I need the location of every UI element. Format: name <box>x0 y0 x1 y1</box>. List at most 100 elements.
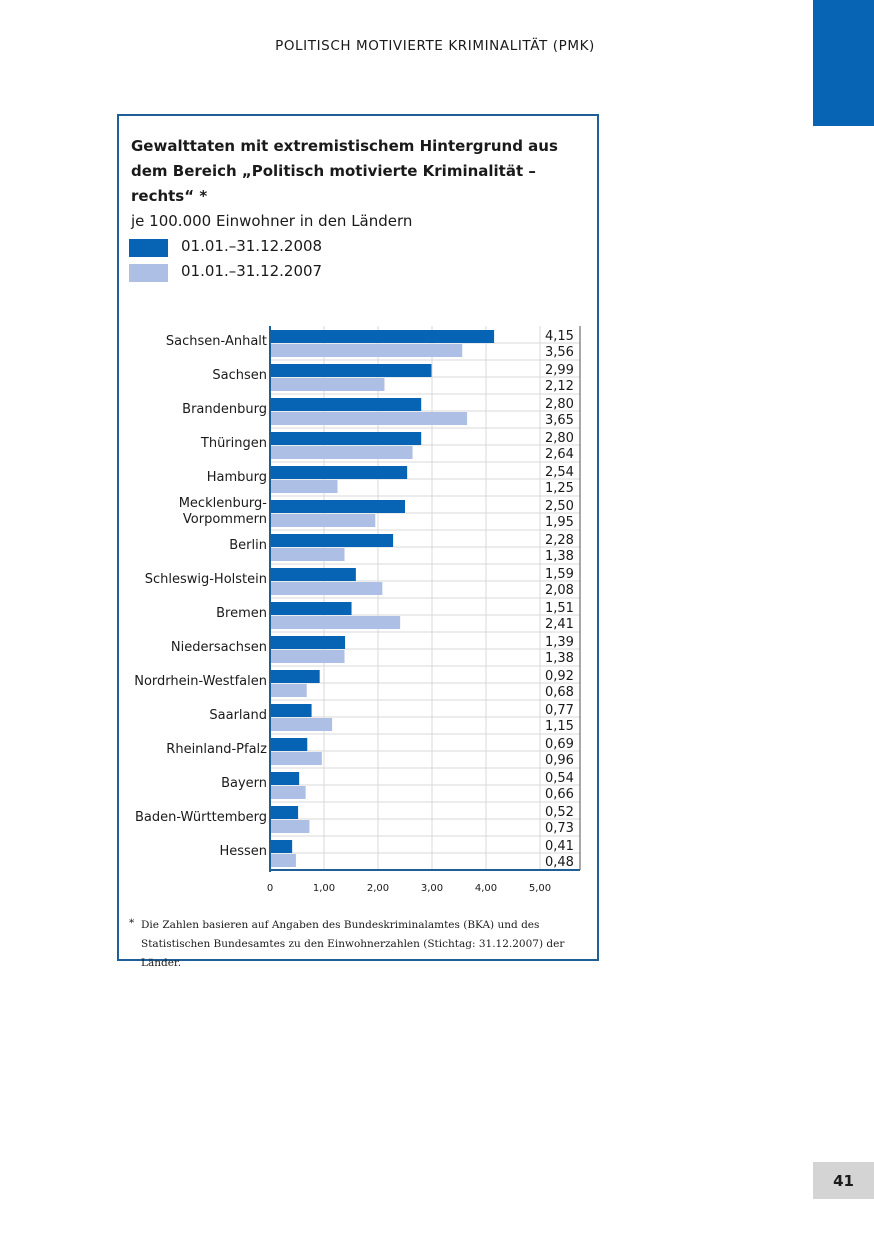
category-label: Rheinland-Pfalz <box>166 742 267 757</box>
category-label: Schleswig-Holstein <box>145 572 267 587</box>
legend-label-2007: 01.01.–31.12.2007 <box>181 262 323 280</box>
bar-2008 <box>270 534 394 547</box>
category-label: Brandenburg <box>182 402 267 417</box>
bar-2007 <box>270 412 468 425</box>
value-label-2007: 1,38 <box>545 549 574 564</box>
bar-2007 <box>270 752 322 765</box>
category-label: Hamburg <box>207 470 267 485</box>
x-tick-label: 3,00 <box>421 883 443 894</box>
value-label-2007: 2,41 <box>545 617 574 632</box>
footnote-text: Die Zahlen basieren auf Angaben des Bund… <box>141 919 565 969</box>
value-label-2007: 0,66 <box>545 787 574 802</box>
value-label-2007: 3,65 <box>545 413 574 428</box>
chart-box <box>117 114 599 961</box>
category-label: Sachsen-Anhalt <box>166 334 267 349</box>
bar-2008 <box>270 704 312 717</box>
bar-2008 <box>270 738 308 751</box>
legend-label-2008: 01.01.–31.12.2008 <box>181 237 323 255</box>
bar-2008 <box>270 602 352 615</box>
value-label-2008: 2,28 <box>545 533 574 548</box>
value-label-2008: 0,54 <box>545 771 574 786</box>
bar-2007 <box>270 344 463 357</box>
bar-2007 <box>270 480 338 493</box>
bar-2007 <box>270 446 413 459</box>
value-label-2008: 2,54 <box>545 465 574 480</box>
value-label-2007: 2,08 <box>545 583 574 598</box>
bar-2008 <box>270 568 356 581</box>
footnote-marker: * <box>129 917 135 929</box>
value-label-2007: 1,15 <box>545 719 574 734</box>
value-label-2007: 0,48 <box>545 855 574 870</box>
x-tick-label: 2,00 <box>367 883 389 894</box>
value-label-2008: 0,77 <box>545 703 574 718</box>
bar-2008 <box>270 840 293 853</box>
category-label: Nordrhein-Westfalen <box>134 674 267 689</box>
category-label: Baden-Württemberg <box>135 810 267 825</box>
x-tick-label: 1,00 <box>313 883 335 894</box>
category-label: Sachsen <box>212 368 267 383</box>
value-label-2007: 3,56 <box>545 345 574 360</box>
page-number: 41 <box>813 1162 874 1199</box>
chart-subtitle: je 100.000 Einwohner in den Ländern <box>131 212 413 230</box>
bar-2008 <box>270 364 432 377</box>
value-label-2008: 1,39 <box>545 635 574 650</box>
bar-2007 <box>270 378 385 391</box>
value-label-2007: 0,96 <box>545 753 574 768</box>
value-label-2008: 2,99 <box>545 363 574 378</box>
value-label-2007: 2,64 <box>545 447 574 462</box>
bar-2008 <box>270 772 300 785</box>
value-label-2007: 2,12 <box>545 379 574 394</box>
value-label-2008: 4,15 <box>545 329 574 344</box>
bar-2008 <box>270 636 346 649</box>
bar-2008 <box>270 500 405 513</box>
bar-2007 <box>270 616 401 629</box>
bar-2008 <box>270 466 408 479</box>
page-header: POLITISCH MOTIVIERTE KRIMINALITÄT (PMK) <box>275 38 595 54</box>
category-label: Bayern <box>221 776 267 791</box>
chart-title-block: Gewalttaten mit extremistischem Hintergr… <box>131 134 591 234</box>
bar-2007 <box>270 684 307 697</box>
bar-2007 <box>270 548 345 561</box>
value-label-2008: 1,59 <box>545 567 574 582</box>
bar-2007 <box>270 786 306 799</box>
bar-2007 <box>270 820 310 833</box>
category-label: Berlin <box>229 538 267 553</box>
category-label: Mecklenburg-Vorpommern <box>179 496 268 527</box>
value-label-2007: 1,38 <box>545 651 574 666</box>
bar-2007 <box>270 718 333 731</box>
category-label: Hessen <box>219 844 267 859</box>
category-label: Niedersachsen <box>171 640 267 655</box>
section-tab-marker <box>813 0 874 126</box>
value-label-2008: 2,80 <box>545 397 574 412</box>
category-label: Thüringen <box>200 436 267 451</box>
bar-2007 <box>270 514 376 527</box>
category-label: Bremen <box>216 606 267 621</box>
value-label-2007: 0,73 <box>545 821 574 836</box>
x-tick-label: 4,00 <box>475 883 497 894</box>
bar-2008 <box>270 432 422 445</box>
chart-title: Gewalttaten mit extremistischem Hintergr… <box>131 137 558 205</box>
value-label-2007: 0,68 <box>545 685 574 700</box>
value-label-2008: 1,51 <box>545 601 574 616</box>
bar-2007 <box>270 582 383 595</box>
footnote: * Die Zahlen basieren auf Angaben des Bu… <box>129 916 591 973</box>
x-tick-label: 5,00 <box>529 883 551 894</box>
bar-2007 <box>270 650 345 663</box>
legend-swatch-2008 <box>129 239 168 257</box>
legend-swatch-2007 <box>129 264 168 282</box>
bar-2008 <box>270 398 422 411</box>
x-tick-label: 0 <box>267 883 273 894</box>
value-label-2008: 0,52 <box>545 805 574 820</box>
bar-2008 <box>270 330 495 343</box>
bar-2007 <box>270 854 296 867</box>
bar-2008 <box>270 806 299 819</box>
value-label-2007: 1,25 <box>545 481 574 496</box>
value-label-2008: 0,92 <box>545 669 574 684</box>
value-label-2008: 2,50 <box>545 499 574 514</box>
value-label-2008: 0,41 <box>545 839 574 854</box>
category-label: Saarland <box>209 708 267 723</box>
value-label-2007: 1,95 <box>545 515 574 530</box>
bar-2008 <box>270 670 320 683</box>
value-label-2008: 0,69 <box>545 737 574 752</box>
